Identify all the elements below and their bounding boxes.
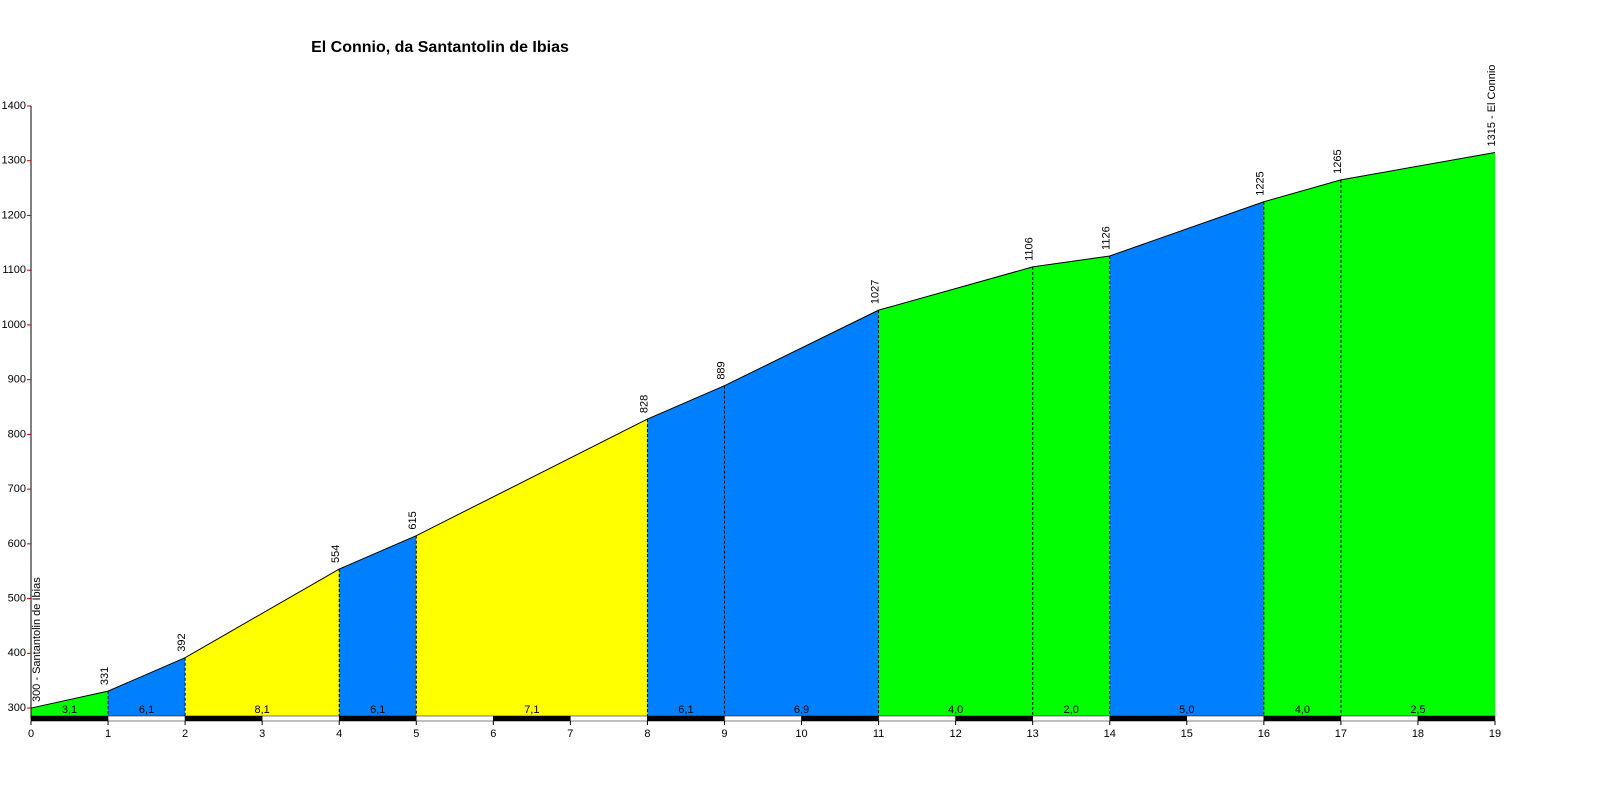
km-bar xyxy=(493,715,571,722)
km-bar xyxy=(1109,715,1188,722)
x-tick-label: 13 xyxy=(1027,728,1039,740)
x-tick-label: 14 xyxy=(1104,728,1116,740)
x-tick-label: 19 xyxy=(1489,728,1501,740)
km-bar xyxy=(878,715,956,722)
profile-segment xyxy=(31,691,109,716)
km-bar xyxy=(184,715,263,722)
y-tick-label: 600 xyxy=(8,538,26,550)
x-tick-label: 0 xyxy=(28,728,34,740)
gradient-label: 2,0 xyxy=(1064,704,1079,716)
profile-segment xyxy=(416,419,648,716)
point-label: 1265 xyxy=(1332,149,1344,173)
profile-segment xyxy=(108,657,186,716)
y-tick-label: 900 xyxy=(8,374,26,386)
gradient-label: 4,0 xyxy=(1295,704,1310,716)
km-bar xyxy=(1186,715,1265,722)
point-label: 889 xyxy=(715,361,727,379)
km-bar xyxy=(955,715,1033,722)
y-tick-label: 400 xyxy=(8,647,26,659)
x-tick-label: 2 xyxy=(182,728,188,740)
gradient-label: 3,1 xyxy=(62,704,77,716)
km-bar xyxy=(1417,715,1496,722)
gradient-label: 2,5 xyxy=(1410,704,1425,716)
point-label: 1126 xyxy=(1101,226,1113,250)
gradient-label: 6,9 xyxy=(794,704,809,716)
x-tick-label: 17 xyxy=(1335,728,1347,740)
x-tick-label: 11 xyxy=(873,728,884,740)
y-tick-label: 1300 xyxy=(2,155,26,167)
km-bar xyxy=(1340,715,1419,722)
km-bar xyxy=(338,715,417,722)
x-tick-label: 3 xyxy=(259,728,265,740)
km-bar xyxy=(416,715,494,722)
x-tick-label: 7 xyxy=(567,728,573,740)
y-tick-label: 300 xyxy=(8,702,26,714)
point-label: 1225 xyxy=(1255,171,1267,195)
profile-segment xyxy=(878,266,1033,716)
x-tick-label: 12 xyxy=(950,728,962,740)
km-bar xyxy=(647,715,725,722)
gradient-label: 7,1 xyxy=(524,704,539,716)
profile-segment xyxy=(1263,179,1341,716)
km-bar xyxy=(1263,715,1342,722)
gradient-label: 6,1 xyxy=(370,704,385,716)
point-label: 1315 - El Connio xyxy=(1486,65,1498,147)
y-tick-label: 1200 xyxy=(2,209,26,221)
y-tick-label: 1100 xyxy=(2,264,26,276)
profile-segment xyxy=(339,535,417,716)
x-tick-label: 6 xyxy=(490,728,496,740)
x-tick-label: 4 xyxy=(336,728,342,740)
gradient-label: 6,1 xyxy=(139,704,154,716)
profile-segment xyxy=(1340,152,1495,716)
point-label: 828 xyxy=(638,395,650,413)
x-tick-label: 10 xyxy=(795,728,807,740)
km-bar xyxy=(107,715,186,722)
km-bar xyxy=(801,715,879,722)
y-tick-label: 800 xyxy=(8,428,26,440)
point-label: 300 - Santantolin de Ibias xyxy=(31,577,43,702)
profile-segment xyxy=(185,569,340,716)
point-label: 392 xyxy=(176,633,188,651)
km-bar xyxy=(30,715,109,722)
y-tick-label: 1000 xyxy=(2,319,26,331)
profile-segment xyxy=(1109,201,1264,716)
gradient-label: 8,1 xyxy=(255,704,270,716)
y-tick-label: 500 xyxy=(8,592,26,604)
x-tick-label: 18 xyxy=(1412,728,1424,740)
point-label: 331 xyxy=(99,667,111,685)
x-tick-label: 9 xyxy=(721,728,727,740)
y-tick-label: 700 xyxy=(8,483,26,495)
km-bar xyxy=(724,715,802,722)
x-tick-label: 5 xyxy=(413,728,419,740)
x-tick-label: 15 xyxy=(1181,728,1193,740)
gradient-label: 6,1 xyxy=(678,704,693,716)
profile-segment xyxy=(724,310,879,716)
x-tick-label: 1 xyxy=(105,728,111,740)
point-label: 1027 xyxy=(869,280,881,304)
x-tick-label: 16 xyxy=(1258,728,1270,740)
point-label: 615 xyxy=(407,511,419,529)
point-label: 1106 xyxy=(1024,237,1036,261)
km-bar xyxy=(570,715,648,722)
gradient-label: 4,0 xyxy=(948,704,963,716)
chart-title: El Connio, da Santantolin de Ibias xyxy=(311,39,569,56)
x-tick-label: 8 xyxy=(644,728,650,740)
km-bar xyxy=(1032,715,1110,722)
profile-segment xyxy=(647,385,725,716)
point-label: 554 xyxy=(330,545,342,563)
y-tick-label: 1400 xyxy=(2,100,26,112)
km-bar xyxy=(261,715,340,722)
gradient-label: 5,0 xyxy=(1179,704,1194,716)
profile-segment xyxy=(1032,255,1110,716)
